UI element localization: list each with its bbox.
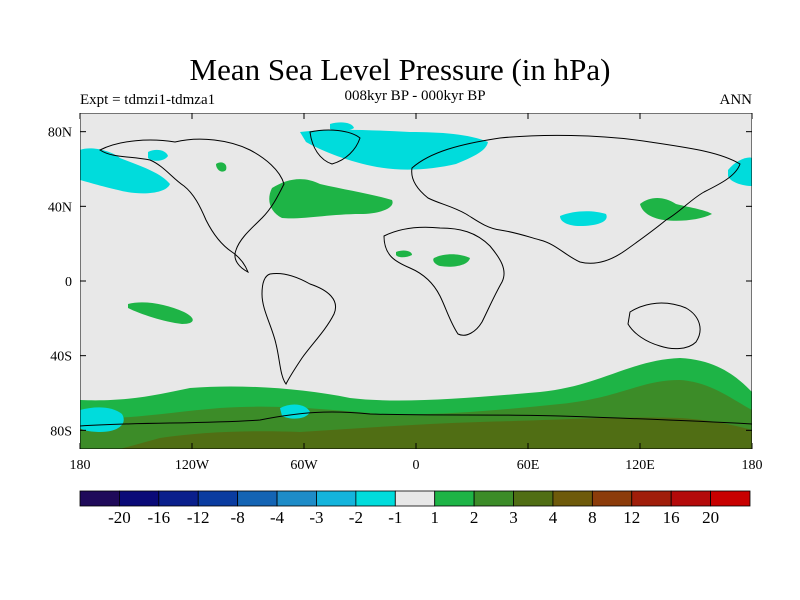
anomaly-region-arctic-cyan-central xyxy=(300,129,488,170)
colorbar-swatch xyxy=(119,490,160,507)
anomaly-region-atlantic-green xyxy=(269,179,393,219)
colorbar-label: 20 xyxy=(702,508,719,527)
lat-tick-label: 40N xyxy=(48,200,72,215)
colorbar-swatch xyxy=(552,490,593,507)
colorbar-swatch xyxy=(237,490,278,507)
season-label: ANN xyxy=(719,92,753,108)
colorbar-swatch xyxy=(197,490,239,507)
colorbar-label: -12 xyxy=(187,508,210,527)
colorbar-label: 16 xyxy=(663,508,680,527)
anomaly-region-southern-dark xyxy=(120,417,752,449)
coastline-greenland xyxy=(309,129,361,165)
colorbar-label: 4 xyxy=(549,508,558,527)
map-plot-area xyxy=(80,113,752,449)
colorbar-label: -4 xyxy=(270,508,285,527)
lon-tick-label: 180 xyxy=(742,458,763,473)
colorbar-swatch xyxy=(394,490,436,507)
colorbar-label: -3 xyxy=(309,508,323,527)
lon-tick-label: 120E xyxy=(625,458,655,473)
colorbar-swatch xyxy=(513,490,554,507)
colorbar-swatch xyxy=(670,490,711,507)
longitude-axis: 180 120W 60W 0 60E 120E 180 xyxy=(70,113,763,473)
anomaly-region-cyan-small-1 xyxy=(148,149,168,161)
colorbar-swatch xyxy=(276,490,317,507)
lat-tick-label: 0 xyxy=(65,275,72,290)
colorbar-label: 3 xyxy=(509,508,518,527)
colorbar-label: -8 xyxy=(231,508,245,527)
colorbar-label: -1 xyxy=(388,508,402,527)
colorbar-swatch xyxy=(158,490,199,507)
experiment-label: Expt = tdmzi1-tdmza1 xyxy=(80,92,216,108)
anomaly-region-pacific-north-green xyxy=(640,198,712,221)
coastline-eurasia xyxy=(411,134,741,264)
lon-tick-label: 60W xyxy=(290,458,318,473)
colorbar-swatch xyxy=(355,490,396,507)
colorbar-label: 8 xyxy=(588,508,597,527)
anomaly-region-arctic-cyan-west xyxy=(80,148,170,194)
colorbar-swatch xyxy=(79,490,120,507)
lon-tick-label: 60E xyxy=(517,458,540,473)
period-label: 008kyr BP - 000kyr BP xyxy=(344,88,486,104)
anomaly-region-small-green xyxy=(216,162,227,172)
coastline-north-america xyxy=(99,138,285,274)
coastline-antarctica xyxy=(80,411,752,427)
anomaly-region-southern-cyan xyxy=(80,407,124,432)
colorbar-swatch xyxy=(591,490,633,507)
colorbar-swatch xyxy=(710,490,751,507)
anomaly-region-cyan-asia xyxy=(560,211,607,226)
lon-tick-label: 0 xyxy=(413,458,420,473)
lat-tick-label: 80S xyxy=(50,424,72,439)
anomaly-region-sahara-green xyxy=(433,254,470,267)
colorbar-label: -16 xyxy=(147,508,170,527)
colorbar-label: -2 xyxy=(349,508,363,527)
colorbar-swatch xyxy=(434,490,475,507)
coastline-south-america xyxy=(261,273,336,385)
anomaly-region-pacific-subtropic-green xyxy=(128,302,193,324)
colorbar xyxy=(79,490,751,507)
lon-tick-label: 120W xyxy=(175,458,210,473)
colorbar-labels: -20 -16 -12 -8 -4 -3 -2 -1 1 2 3 4 8 12 16 20 xyxy=(108,508,719,527)
lon-tick-label: 180 xyxy=(70,458,91,473)
lat-tick-label: 80N xyxy=(48,126,72,141)
anomaly-region-cyan-pacific-east xyxy=(728,157,752,186)
anomaly-region-cyan-small-2 xyxy=(330,122,354,132)
coastline-africa xyxy=(383,226,505,336)
colorbar-label: 2 xyxy=(470,508,479,527)
latitude-axis: 80N 40N 0 40S 80S xyxy=(48,126,752,439)
colorbar-swatch xyxy=(631,490,672,507)
coastline-australia xyxy=(627,302,701,350)
colorbar-swatch xyxy=(473,490,514,507)
colorbar-swatch xyxy=(316,490,357,507)
colorbar-label: 1 xyxy=(430,508,439,527)
colorbar-label: 12 xyxy=(623,508,640,527)
map-title: Mean Sea Level Pressure (in hPa) xyxy=(189,52,611,87)
anomaly-region-sahara-green-2 xyxy=(396,250,412,258)
lat-tick-label: 40S xyxy=(50,350,72,365)
coastlines xyxy=(80,129,752,427)
colorbar-label: -20 xyxy=(108,508,131,527)
